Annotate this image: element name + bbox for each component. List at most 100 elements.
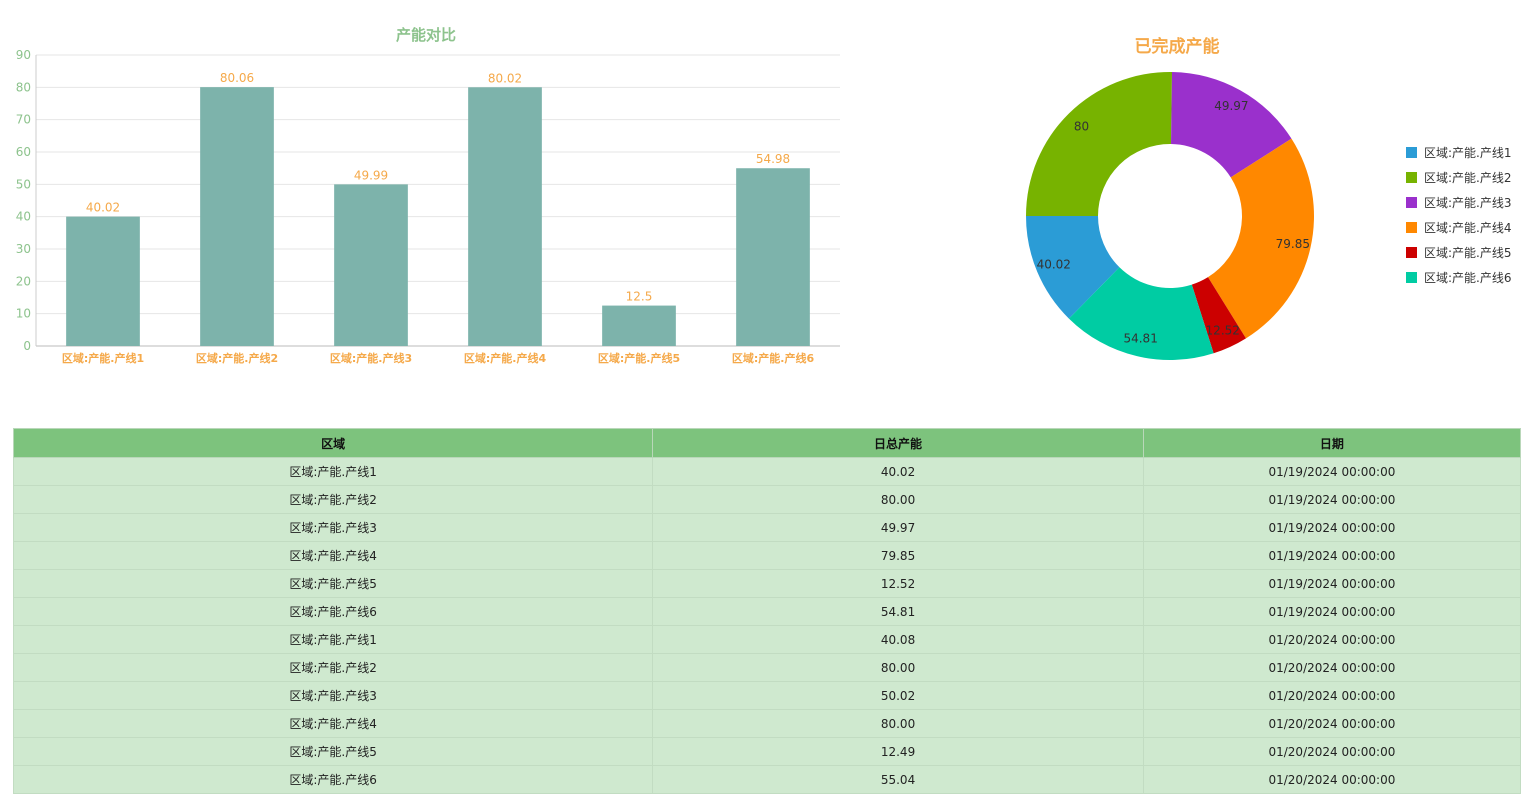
table-row[interactable]: 区域:产能.产线5 12.52 01/19/2024 00:00:00 [12,569,1522,598]
slice-value-label: 80 [1074,119,1089,133]
table-row[interactable]: 区域:产能.产线3 50.02 01/20/2024 00:00:00 [12,681,1522,710]
cell-region: 区域:产能.产线3 [12,681,654,710]
donut-slice[interactable] [1207,138,1315,339]
cell-daily-total: 80.00 [652,485,1144,514]
bar[interactable] [66,216,140,346]
table-row[interactable]: 区域:产能.产线4 79.85 01/19/2024 00:00:00 [12,541,1522,570]
completed-capacity-donut-chart: 已完成产能 40.02 80 49.97 79.85 12.52 54.81 区域:产能.… [1026,36,1512,360]
cell-daily-total: 80.00 [652,709,1144,738]
bar[interactable] [334,184,408,346]
cell-daily-total: 55.04 [652,765,1144,794]
bar[interactable] [602,305,676,346]
y-tick-label: 30 [16,242,31,256]
column-header-daily-total[interactable]: 日总产能 [652,428,1144,458]
cell-date: 01/19/2024 00:00:00 [1142,513,1522,542]
legend-label[interactable]: 区域:产能.产线5 [1424,246,1512,260]
cell-daily-total: 12.49 [652,737,1144,766]
capacity-comparison-bar-chart: 产能对比 0 10 20 30 40 50 60 70 80 90 40.02 区域:产能.产线1 8… [16,26,840,365]
y-tick-label: 20 [16,274,31,288]
x-tick-label: 区域:产能.产线4 [464,351,547,365]
cell-date: 01/20/2024 00:00:00 [1142,625,1522,654]
x-tick-label: 区域:产能.产线3 [330,351,412,365]
cell-region: 区域:产能.产线2 [12,485,654,514]
slice-value-label: 49.97 [1214,99,1248,113]
bar-value-label: 80.06 [220,71,254,85]
table-row[interactable]: 区域:产能.产线1 40.02 01/19/2024 00:00:00 [12,457,1522,486]
cell-daily-total: 80.00 [652,653,1144,682]
donut-chart-title: 已完成产能 [1135,36,1220,57]
table-row[interactable]: 区域:产能.产线1 40.08 01/20/2024 00:00:00 [12,625,1522,654]
cell-date: 01/20/2024 00:00:00 [1142,653,1522,682]
legend-swatch [1406,272,1417,283]
cell-region: 区域:产能.产线4 [12,541,654,570]
cell-daily-total: 50.02 [652,681,1144,710]
bar-chart-title: 产能对比 [396,26,456,44]
column-header-date[interactable]: 日期 [1142,428,1522,458]
legend-swatch [1406,197,1417,208]
cell-daily-total: 79.85 [652,541,1144,570]
cell-region: 区域:产能.产线6 [12,597,654,626]
x-tick-label: 区域:产能.产线1 [62,351,144,365]
cell-daily-total: 12.52 [652,569,1144,598]
slice-value-label: 54.81 [1123,332,1157,346]
table-row[interactable]: 区域:产能.产线2 80.00 01/19/2024 00:00:00 [12,485,1522,514]
slice-value-label: 79.85 [1276,237,1310,251]
x-tick-label: 区域:产能.产线6 [732,351,815,365]
cell-daily-total: 54.81 [652,597,1144,626]
legend-label[interactable]: 区域:产能.产线2 [1424,171,1512,185]
legend-label[interactable]: 区域:产能.产线3 [1424,196,1512,210]
legend-swatch [1406,222,1417,233]
cell-region: 区域:产能.产线5 [12,569,654,598]
legend-label[interactable]: 区域:产能.产线6 [1424,271,1512,285]
table-row[interactable]: 区域:产能.产线2 80.00 01/20/2024 00:00:00 [12,653,1522,682]
bar-value-label: 49.99 [354,168,388,182]
bar-value-label: 12.5 [626,290,653,304]
column-header-region[interactable]: 区域 [12,428,654,458]
bar[interactable] [200,87,274,346]
table-row[interactable]: 区域:产能.产线5 12.49 01/20/2024 00:00:00 [12,737,1522,766]
table-row[interactable]: 区域:产能.产线6 54.81 01/19/2024 00:00:00 [12,597,1522,626]
cell-daily-total: 40.02 [652,457,1144,486]
bar-value-label: 80.02 [488,71,522,85]
bar-value-label: 40.02 [86,201,120,215]
x-tick-label: 区域:产能.产线5 [598,351,680,365]
donut-slice[interactable] [1068,267,1214,360]
legend-swatch [1406,247,1417,258]
table-row[interactable]: 区域:产能.产线3 49.97 01/19/2024 00:00:00 [12,513,1522,542]
slice-value-label: 12.52 [1206,323,1240,337]
table-row[interactable]: 区域:产能.产线4 80.00 01/20/2024 00:00:00 [12,709,1522,738]
y-tick-label: 50 [16,177,31,191]
legend-label[interactable]: 区域:产能.产线4 [1424,221,1512,235]
bar[interactable] [736,168,810,346]
cell-daily-total: 40.08 [652,625,1144,654]
y-tick-label: 40 [16,210,31,224]
cell-region: 区域:产能.产线1 [12,625,654,654]
donut-slice[interactable] [1191,277,1246,354]
capacity-table: 区域 日总产能 日期 区域:产能.产线1 40.02 01/19/2024 00:0… [12,428,1522,794]
donut-slice[interactable] [1026,71,1173,216]
cell-region: 区域:产能.产线1 [12,457,654,486]
cell-region: 区域:产能.产线5 [12,737,654,766]
y-tick-label: 90 [16,48,31,62]
legend-label[interactable]: 区域:产能.产线1 [1424,146,1512,160]
y-tick-label: 10 [16,307,31,321]
cell-date: 01/19/2024 00:00:00 [1142,541,1522,570]
cell-date: 01/19/2024 00:00:00 [1142,485,1522,514]
cell-date: 01/20/2024 00:00:00 [1142,765,1522,794]
donut-slice[interactable] [1171,72,1292,178]
cell-date: 01/20/2024 00:00:00 [1142,709,1522,738]
cell-daily-total: 49.97 [652,513,1144,542]
bar[interactable] [468,87,542,346]
cell-date: 01/19/2024 00:00:00 [1142,569,1522,598]
cell-date: 01/20/2024 00:00:00 [1142,681,1522,710]
legend-swatch [1406,147,1417,158]
cell-date: 01/19/2024 00:00:00 [1142,457,1522,486]
cell-region: 区域:产能.产线3 [12,513,654,542]
y-tick-label: 60 [16,145,31,159]
table-row[interactable]: 区域:产能.产线6 55.04 01/20/2024 00:00:00 [12,765,1522,794]
slice-value-label: 40.02 [1037,258,1071,272]
cell-date: 01/20/2024 00:00:00 [1142,737,1522,766]
cell-date: 01/19/2024 00:00:00 [1142,597,1522,626]
legend-swatch [1406,172,1417,183]
donut-slice[interactable] [1026,216,1120,319]
